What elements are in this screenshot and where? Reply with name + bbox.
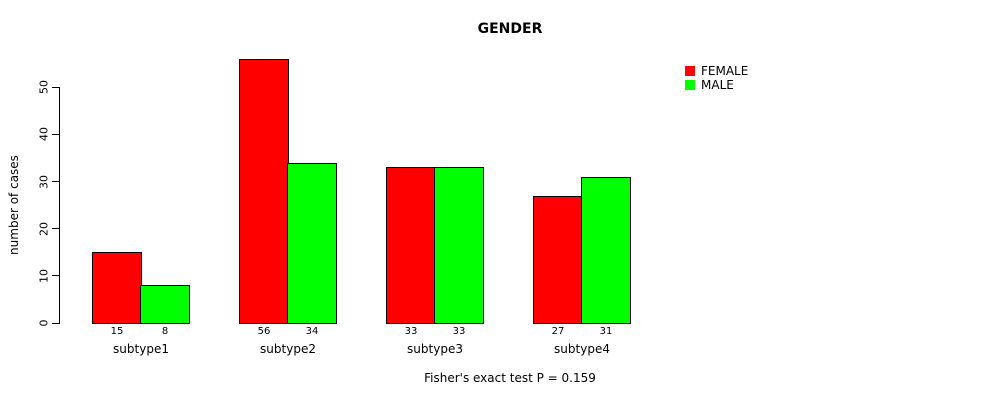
y-axis-tick-label: 0 xyxy=(37,319,51,327)
y-axis-tick xyxy=(52,228,59,230)
y-axis-tick xyxy=(52,322,59,324)
y-axis-tick-label: 20 xyxy=(37,221,51,236)
bar-value-label: 33 xyxy=(404,326,418,337)
legend-swatch-male xyxy=(685,80,695,90)
bar-male-subtype1 xyxy=(140,285,190,324)
y-axis-tick-label: 30 xyxy=(37,174,51,189)
y-axis-tick-label: 10 xyxy=(37,268,51,283)
bar-value-label: 8 xyxy=(161,326,169,337)
legend-label-male: MALE xyxy=(701,78,734,92)
bar-female-subtype1 xyxy=(92,252,142,324)
y-axis-tick xyxy=(52,133,59,135)
bar-value-label: 27 xyxy=(551,326,565,337)
y-axis-tick-label: 50 xyxy=(37,80,51,95)
legend-label-female: FEMALE xyxy=(701,64,749,78)
y-axis-line xyxy=(59,87,60,324)
caption: Fisher's exact test P = 0.159 xyxy=(424,371,596,385)
y-axis-tick xyxy=(52,181,59,183)
bar-value-label: 34 xyxy=(305,326,319,337)
bar-male-subtype2 xyxy=(287,162,337,324)
category-label-subtype2: subtype2 xyxy=(260,342,316,356)
bar-value-label: 15 xyxy=(110,326,124,337)
y-axis-title: number of cases xyxy=(7,155,21,255)
bar-value-label: 31 xyxy=(599,326,613,337)
category-label-subtype1: subtype1 xyxy=(113,342,169,356)
bar-female-subtype4 xyxy=(533,195,583,324)
y-axis-tick xyxy=(52,275,59,277)
bar-value-label: 33 xyxy=(452,326,466,337)
category-label-subtype3: subtype3 xyxy=(407,342,463,356)
category-label-subtype4: subtype4 xyxy=(554,342,610,356)
y-axis-tick xyxy=(52,86,59,88)
bar-male-subtype4 xyxy=(581,176,631,324)
bar-female-subtype2 xyxy=(239,59,289,324)
legend: FEMALE MALE xyxy=(685,64,748,92)
bar-female-subtype3 xyxy=(386,167,436,324)
bar-value-label: 56 xyxy=(257,326,271,337)
chart-title: GENDER xyxy=(477,21,543,37)
legend-swatch-female xyxy=(685,66,695,76)
legend-row-male: MALE xyxy=(685,78,748,92)
y-axis-tick-label: 40 xyxy=(37,127,51,142)
legend-row-female: FEMALE xyxy=(685,64,748,78)
bar-male-subtype3 xyxy=(434,167,484,324)
